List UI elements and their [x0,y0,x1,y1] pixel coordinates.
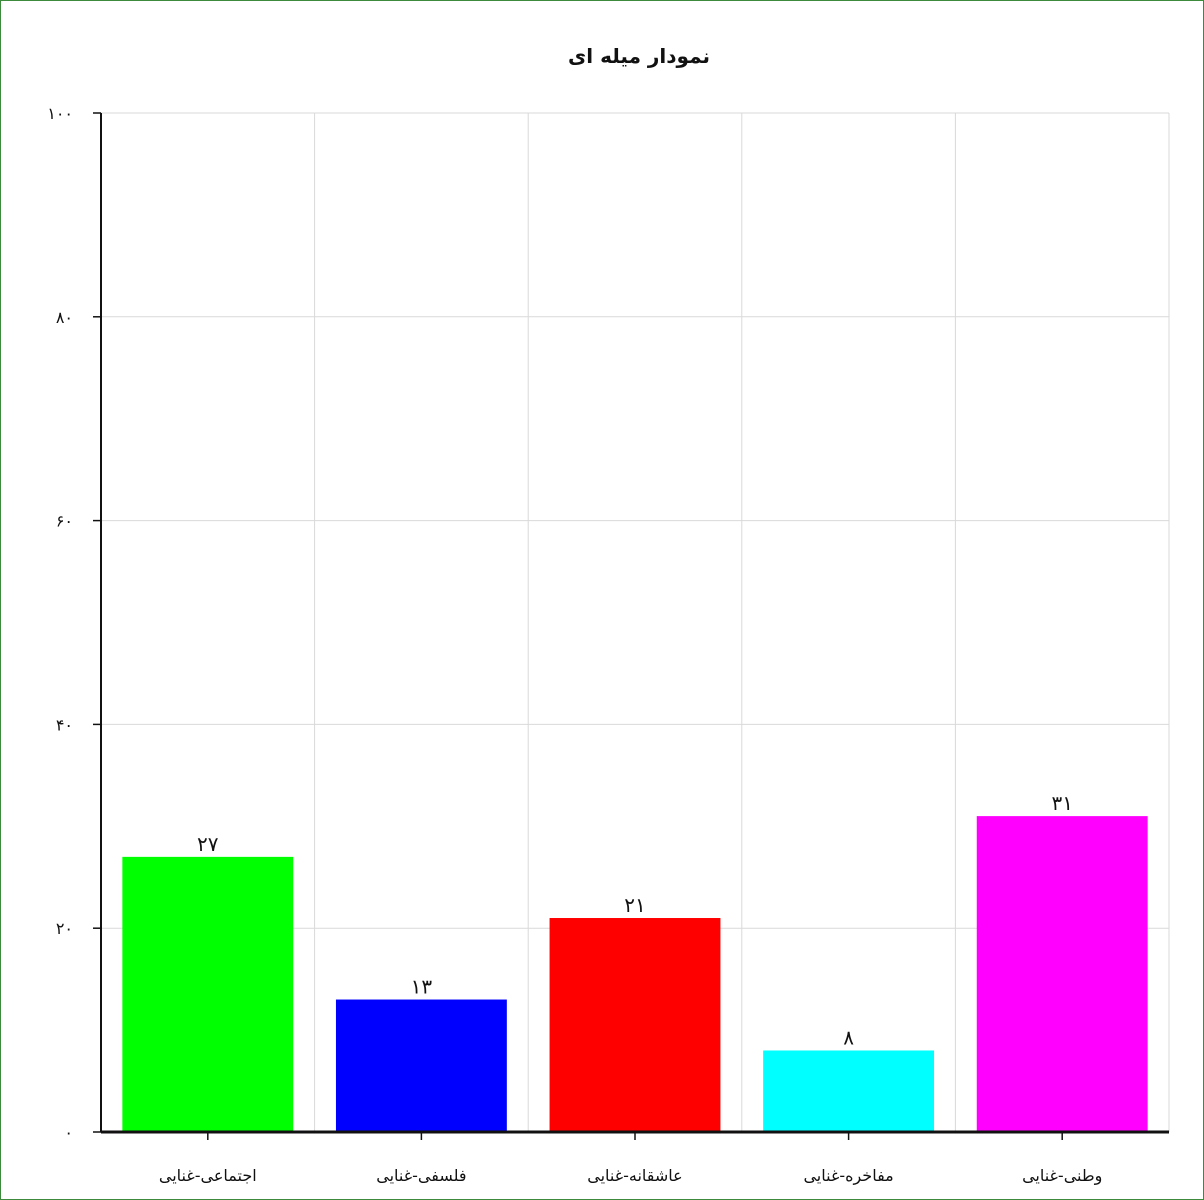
y-tick-label: ۶۰ [56,512,73,531]
chart-title: نمودار میله ای [568,44,710,68]
y-tick-label: ۸۰ [56,308,73,327]
bar [335,999,507,1132]
category-label: فلسفی-غنایی [376,1166,466,1185]
bar [763,1050,935,1132]
data-label: ۸ [843,1025,854,1049]
x-categories: اجتماعی-غنایی فلسفی-غنایی عاشقانه-غنایی مفا… [159,1132,1102,1186]
data-label: ۲۱ [624,893,645,917]
data-label: ۲۷ [197,832,219,856]
y-tick-label: ۱۰۰ [47,104,73,123]
category-label: وطنی-غنایی [1022,1166,1102,1186]
data-label: ۱۳ [411,975,433,999]
data-label: ۳۱ [1051,791,1072,815]
category-label: عاشقانه-غنایی [587,1166,682,1185]
grid-lines [101,112,1170,1132]
y-tick-label: ۴۰ [56,715,73,734]
bar [122,856,294,1132]
value-labels: ۲۷ ۱۳ ۲۱ ۸ ۳۱ [197,791,1073,1049]
bar [976,816,1148,1132]
bars [122,816,1148,1132]
category-label: مفاخره-غنایی [803,1166,893,1186]
y-ticks: ۰ ۲۰ ۴۰ ۶۰ ۸۰ ۱۰۰ [47,104,101,1142]
bar [549,918,721,1132]
y-tick-label: ۲۰ [56,919,73,938]
y-tick-label: ۰ [64,1123,73,1142]
category-label: اجتماعی-غنایی [159,1166,257,1185]
